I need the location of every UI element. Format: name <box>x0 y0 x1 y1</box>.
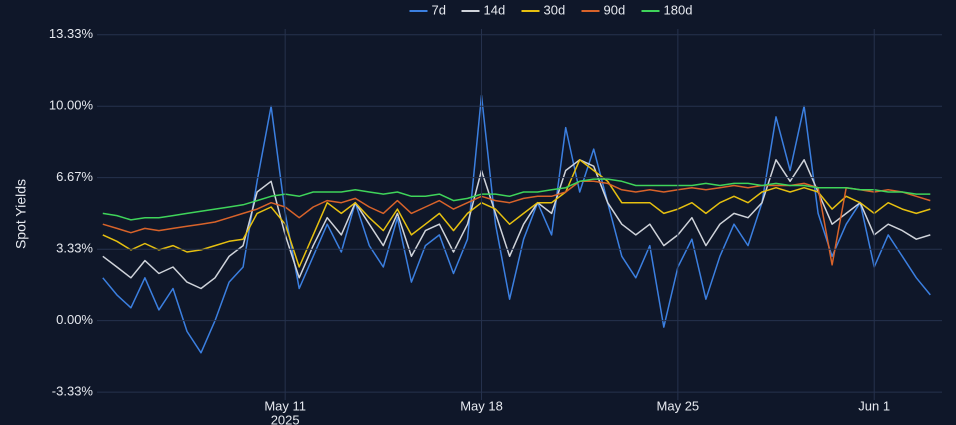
series-line <box>102 159 931 268</box>
y-tick-label: 3.33% <box>56 241 93 256</box>
x-tick-label: May 11 <box>264 398 306 413</box>
y-tick-label: 0.00% <box>56 312 93 327</box>
y-tick-label: -3.33% <box>52 384 94 399</box>
y-tick-label: 6.67% <box>56 169 93 184</box>
y-tick-label: 13.33% <box>49 26 94 41</box>
x-tick-label: Jun 1 <box>858 398 890 413</box>
legend-label: 30d <box>544 2 566 17</box>
x-tick-label: May 18 <box>460 398 503 413</box>
series-line <box>102 178 931 221</box>
y-axis-label: Spot Yields <box>13 179 29 249</box>
legend-label: 90d <box>604 2 626 17</box>
legend-label: 180d <box>664 2 693 17</box>
series-line <box>102 94 931 354</box>
legend-label: 7d <box>432 2 446 17</box>
legend-label: 14d <box>484 2 506 17</box>
y-tick-label: 10.00% <box>49 98 94 113</box>
plot-area <box>102 94 931 354</box>
x-tick-label: May 25 <box>657 398 700 413</box>
x-year-label: 2025 <box>271 412 300 425</box>
